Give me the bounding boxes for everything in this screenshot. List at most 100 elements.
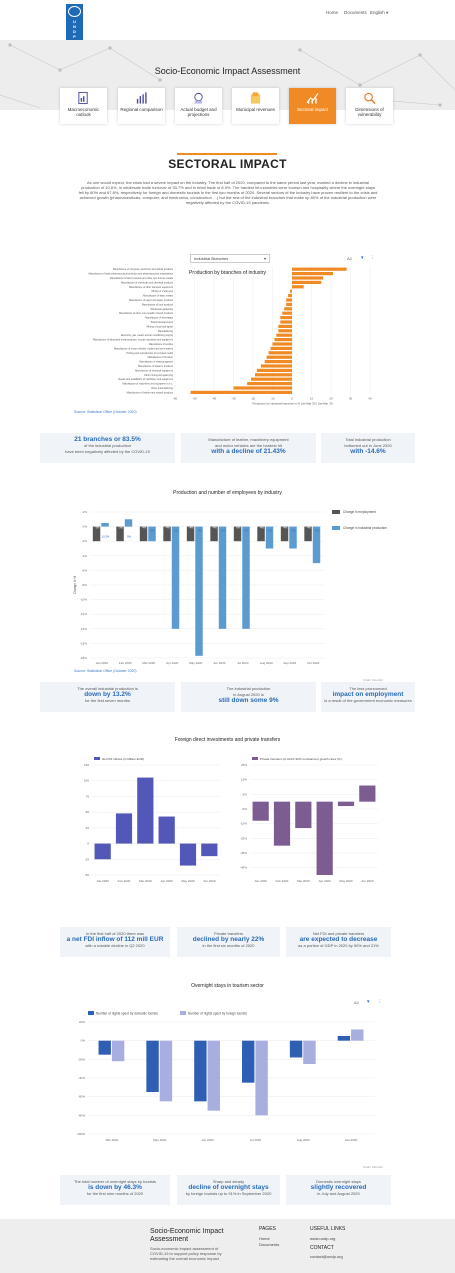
bar [148, 526, 156, 542]
y-tick-label: -12% [80, 612, 87, 616]
bar [137, 777, 154, 844]
data-label: 4% [198, 529, 202, 533]
x-tick-label: Jun 2020 [201, 1138, 214, 1142]
bar [179, 843, 197, 866]
data-label: 10.3% [102, 535, 110, 539]
legend-label: Private transfers (of which 90% remittan… [260, 757, 342, 761]
x-tick-label: Feb 2020 [276, 879, 289, 883]
data-label: 7% [292, 529, 296, 533]
bar [286, 302, 292, 306]
language-select[interactable]: English ▾ [370, 10, 389, 15]
bar [274, 338, 292, 342]
zoom-control[interactable]: A2 [354, 1000, 359, 1005]
industry-dropdown[interactable]: Industrial Branches ▾ [190, 254, 270, 263]
x-tick-label: Jan 2020 [96, 661, 109, 665]
legend-swatch [180, 1011, 186, 1015]
folder-icon [250, 92, 261, 104]
section-cards: Macroeconomic outlook Regional compariso… [60, 88, 396, 124]
footer [0, 1219, 455, 1273]
bar [288, 294, 292, 298]
bar [337, 1036, 351, 1041]
data-label: 2% [174, 529, 178, 533]
bar [207, 1040, 220, 1111]
card-dimensions-of-vulnerability[interactable]: Dimensions of vulnerability [346, 88, 393, 124]
filter-icon[interactable]: ▼ [360, 255, 365, 260]
category-label: Manufacture of wearing apparel [139, 361, 173, 364]
y-tick-label: -50 [85, 873, 90, 877]
bar-chart-icon [136, 92, 147, 104]
data-label: 9% [127, 535, 131, 539]
data-label: -4% [283, 526, 288, 530]
y-tick-label: 5% [243, 792, 248, 796]
category-label: Wholesale gardening [151, 308, 174, 311]
y-tick-label: -6% [82, 568, 88, 572]
header: U N D P Home Documents English ▾ [0, 0, 455, 40]
y-tick-label: -35% [240, 851, 247, 855]
chart1-source[interactable]: Source: Statistical Office (October 2020… [74, 410, 137, 414]
document-chart-icon [78, 91, 88, 105]
footer-title: Socio-Economic Impact Assessment [150, 1228, 224, 1243]
undp-logo[interactable]: U N D P [66, 4, 83, 40]
y-axis-title: Change in % [73, 576, 77, 594]
bar [124, 519, 133, 527]
data-label: -4% [259, 526, 264, 530]
legend-swatch [332, 510, 340, 514]
card-sectoral-impact[interactable]: Sectoral impact [289, 88, 336, 124]
footer-link-documents[interactable]: Documents [259, 1242, 280, 1247]
bar [201, 843, 218, 857]
card-actual-budget[interactable]: Actual budget and projections [175, 88, 222, 124]
category-label: Manufacture of fabricated metal products… [93, 339, 173, 342]
intro-paragraph: As one would expect, the crisis had a se… [78, 180, 378, 205]
bar [146, 1040, 159, 1092]
chart2-title: Production and number of employees by in… [173, 490, 282, 496]
bar [257, 526, 265, 542]
bar [273, 801, 291, 846]
data-label: -4% [306, 526, 311, 530]
bar [163, 526, 171, 542]
x-tick-label: Jul 2020 [237, 661, 249, 665]
category-label: Other manufacturing [151, 387, 173, 390]
y-tick-label: 25% [241, 763, 247, 767]
card-municipal-revenues[interactable]: Municipal revenues [232, 88, 279, 124]
chart2-source[interactable]: Source: Statistical Office (October 2020… [74, 669, 137, 673]
bar [111, 1040, 125, 1062]
nav-home[interactable]: Home [326, 10, 339, 15]
footer-link-undp[interactable]: www.undp.org [310, 1236, 336, 1241]
zoom-control[interactable]: A2 [347, 256, 352, 261]
bar [218, 526, 227, 629]
bar [94, 843, 111, 860]
card-macroeconomic-outlook[interactable]: Macroeconomic outlook [60, 88, 107, 124]
bar [98, 1040, 111, 1055]
x-tick-label: Mar 2020 [297, 879, 310, 883]
filter-icon[interactable]: ▼ [366, 999, 371, 1004]
employment-production-chart: 2% 0% -2% -4% -6% -8% -10% -12% -14% -16% -18% Chan… [73, 510, 387, 665]
legend-label: Change in industrial production [343, 526, 387, 530]
bar [242, 1040, 255, 1083]
growth-chart-icon [306, 93, 319, 104]
more-icon[interactable]: ⋮ [377, 999, 382, 1004]
x-tick-label: 20 [329, 397, 333, 401]
bar [92, 526, 101, 542]
bar [186, 526, 195, 542]
data-label: -6% [236, 526, 241, 530]
bar [268, 351, 292, 355]
chart4-title: Overnight stays in tourism sector [191, 983, 264, 989]
x-tick-label: Jan 2020 [96, 879, 109, 883]
chart-credit[interactable]: Chart: Flourish [363, 678, 383, 682]
bar [280, 320, 292, 324]
section-title: SECTORAL IMPACT [168, 157, 287, 171]
footer-contact-email[interactable]: contact@undp.org [310, 1254, 343, 1259]
y-tick-label: -15% [240, 822, 247, 826]
category-label: Manufacture of paper and paper products [129, 299, 174, 302]
stat-card: The industrial production in August 2020 … [181, 682, 316, 712]
footer-contact-heading: CONTACT [310, 1245, 334, 1251]
stat-card: Domestic overnight stays slightly recover… [286, 1175, 391, 1205]
category-label: Manufacture of beverages [145, 317, 174, 320]
chart-credit[interactable]: Chart: Flourish [363, 1165, 383, 1169]
nav-documents[interactable]: Documents [344, 10, 367, 15]
y-tick-label: -5% [242, 807, 248, 811]
footer-link-home[interactable]: Home [259, 1236, 270, 1241]
card-regional-comparison[interactable]: Regional comparison [118, 88, 165, 124]
bar [280, 526, 289, 542]
more-icon[interactable]: ⋮ [370, 255, 375, 260]
